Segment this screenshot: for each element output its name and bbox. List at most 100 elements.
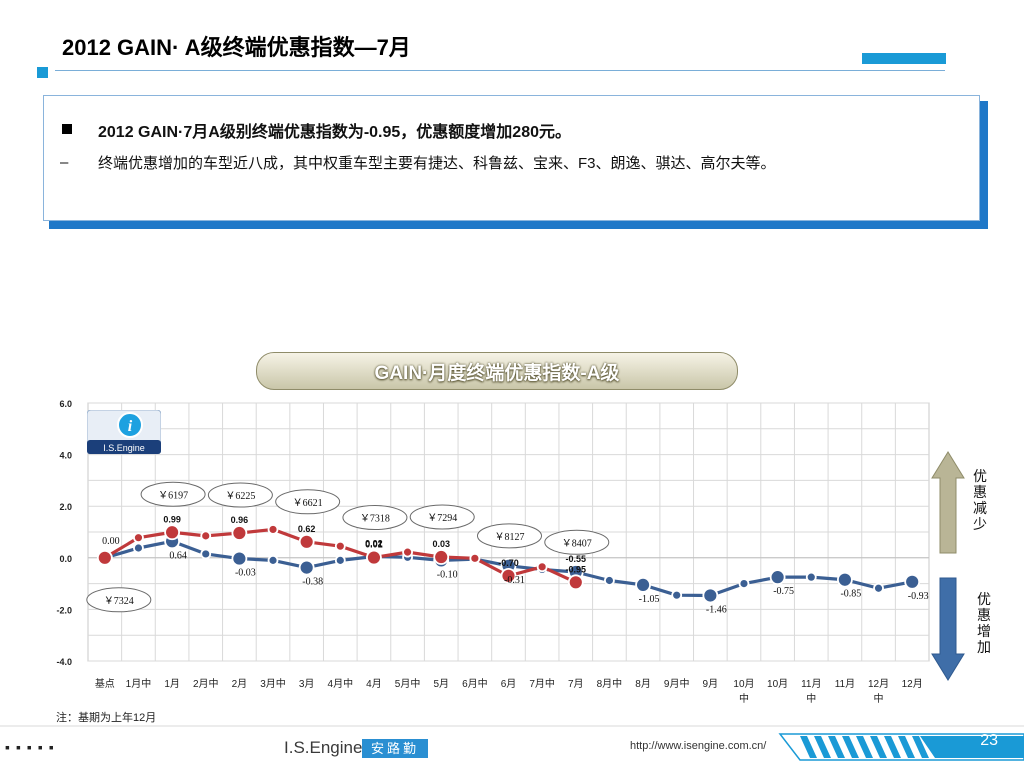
- isengine-logo: i I.S.Engine: [86, 409, 162, 455]
- x-tick-label: 4月中: [328, 677, 354, 690]
- callout-label: ￥8407: [562, 538, 592, 549]
- page-number: 23: [980, 732, 998, 749]
- data-point: [433, 549, 450, 565]
- data-label: 0.62: [298, 524, 316, 534]
- data-point: [133, 532, 144, 544]
- footer-url[interactable]: http://www.isengine.com.cn/: [630, 740, 767, 752]
- data-point: [200, 548, 212, 560]
- data-label: 0.96: [231, 515, 249, 525]
- price-callouts: ￥7324 ￥6197 ￥6225 ￥6621 ￥7318 ￥7294 ￥8127 ￥8407: [86, 481, 610, 613]
- data-point: [635, 576, 651, 593]
- data-point: [469, 552, 481, 564]
- data-label: -0.95: [566, 564, 587, 574]
- data-label: -0.85: [840, 589, 861, 600]
- callout-bubble: [342, 505, 408, 531]
- data-point: [334, 554, 346, 566]
- arrow-down-icon: [931, 577, 965, 681]
- data-point: [567, 574, 584, 591]
- y-tick-label: 4.0: [59, 451, 72, 461]
- callout-bubble: [275, 489, 341, 515]
- data-label: -0.10: [437, 569, 458, 580]
- callout-label: ￥7324: [104, 596, 134, 607]
- svg-text:i: i: [128, 418, 133, 435]
- data-label: -1.46: [706, 604, 727, 615]
- y-tick-label: -4.0: [56, 657, 72, 667]
- data-label: 0.64: [169, 550, 187, 561]
- footer-decoration: [0, 725, 1024, 761]
- data-label: -0.70: [498, 558, 519, 568]
- data-label: -1.05: [639, 594, 660, 605]
- data-point: [200, 530, 212, 542]
- callout-bubble: [140, 481, 206, 507]
- x-tick-label: 3月中: [260, 677, 286, 690]
- x-tick-label: 11月: [801, 678, 821, 690]
- page-title: 2012 GAIN· A级终端优惠指数—7月: [62, 35, 411, 60]
- title-square-decoration: [37, 67, 48, 78]
- data-labels: 0.00 0.64 -0.03 -0.38 -0.10 -0.31 -1.05 -1.46 -0…: [102, 514, 929, 615]
- data-point: [366, 549, 382, 566]
- callout-label: ￥7294: [427, 513, 457, 524]
- x-tick-label: 8月中: [597, 677, 623, 690]
- data-label-extra: 0.03: [432, 539, 450, 549]
- x-tick-label-line2: 中: [874, 692, 884, 705]
- x-tick-label: 11月: [835, 678, 855, 690]
- callout-label: ￥8127: [495, 532, 525, 543]
- data-label: -0.75: [773, 586, 794, 597]
- footer-stripe: [856, 736, 873, 758]
- x-tick-label: 2月中: [193, 677, 219, 690]
- x-tick-label: 9月: [703, 678, 719, 690]
- x-tick-label: 5月: [433, 678, 449, 690]
- callout-bubble: [477, 523, 542, 549]
- data-label: -0.38: [302, 577, 323, 588]
- data-point: [500, 567, 517, 584]
- x-tick-label: 4月: [366, 678, 382, 690]
- data-label: 0.01: [365, 540, 383, 550]
- x-tick-label-line2: 中: [806, 692, 816, 705]
- data-point: [96, 549, 113, 566]
- x-tick-label: 6月中: [462, 677, 488, 690]
- data-label-extra: 0.02: [365, 539, 383, 549]
- callout-bubble: [86, 587, 152, 613]
- x-tick-label: 6月: [501, 678, 517, 690]
- data-label: -0.03: [235, 568, 256, 579]
- footer-stripe: [912, 736, 929, 758]
- x-tick-label: 12月: [868, 678, 889, 690]
- data-point: [298, 533, 315, 550]
- data-point: [738, 578, 750, 589]
- data-point: [164, 524, 181, 541]
- data-label: 0.00: [102, 536, 120, 547]
- callout-bubble: [409, 504, 475, 530]
- x-tick-label: 5月中: [395, 677, 421, 690]
- x-tick-label: 3月: [299, 678, 315, 690]
- x-tick-label: 7月: [568, 678, 584, 690]
- data-point: [904, 573, 921, 590]
- footer-stripe: [800, 736, 817, 758]
- callout-bubble: [544, 529, 610, 555]
- footer-stripe: [870, 736, 887, 758]
- callout-label: ￥6621: [293, 498, 323, 509]
- title-bar-decoration: [862, 53, 946, 64]
- data-point: [769, 569, 786, 586]
- callout-label: ￥6197: [158, 490, 188, 501]
- data-point: [671, 589, 683, 601]
- footer-dots: ▪▪▪▪▪: [5, 739, 60, 755]
- footer-brand-cn: 安路勤: [362, 739, 428, 758]
- data-point: [334, 540, 346, 552]
- x-tick-label: 1月中: [126, 677, 152, 690]
- data-point: [231, 550, 248, 567]
- x-tick-label: 8月: [635, 678, 651, 690]
- callout-label: ￥7318: [360, 514, 390, 525]
- y-tick-label: 2.0: [59, 502, 72, 512]
- data-label: -0.93: [908, 591, 929, 602]
- data-point: [133, 542, 144, 554]
- data-point: [402, 546, 413, 558]
- summary-bullet-main: 2012 GAIN·7月A级别终端优惠指数为-0.95，优惠额度增加280元。: [98, 124, 571, 141]
- callout-bubble: [207, 482, 273, 508]
- data-point: [805, 571, 817, 583]
- x-tick-label: 10月: [767, 678, 788, 690]
- x-tick-label: 7月中: [529, 677, 555, 690]
- x-tick-label: 2月: [232, 678, 248, 690]
- chart-title: GAIN·月度终端优惠指数-A级: [256, 352, 738, 390]
- square-bullet-icon: [62, 124, 72, 134]
